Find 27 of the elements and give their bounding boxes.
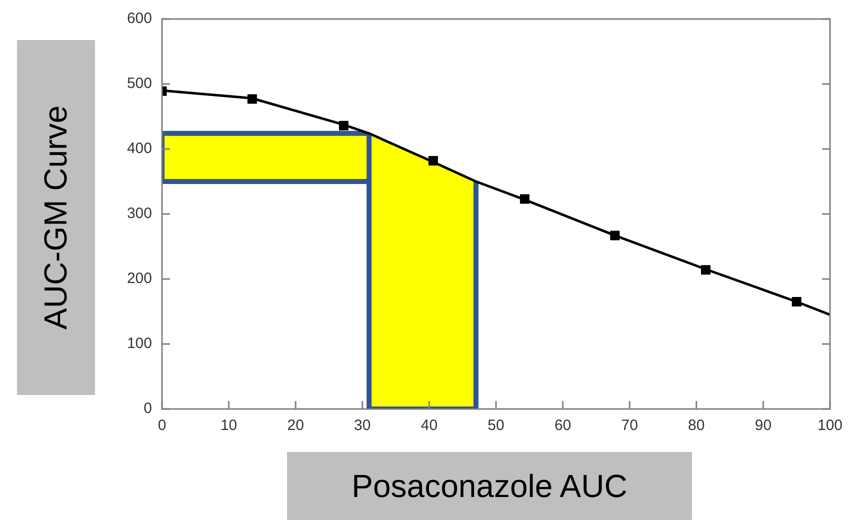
point xyxy=(701,265,710,275)
point xyxy=(428,156,438,166)
x-tick-label: 40 xyxy=(420,417,438,434)
y-tick-label: 100 xyxy=(126,335,152,352)
point xyxy=(520,194,530,204)
x-tick-label: 0 xyxy=(158,417,166,434)
x-tick-label: 30 xyxy=(354,417,371,434)
point xyxy=(792,297,802,306)
y-tick-label: 500 xyxy=(126,75,152,92)
x-tick-label: 70 xyxy=(621,417,638,434)
y-tick-label: 400 xyxy=(126,140,152,158)
x-tick-label: 10 xyxy=(220,417,238,434)
x-tick-label: 90 xyxy=(754,417,772,434)
x-axis-title: Posaconazole AUC xyxy=(287,452,692,520)
y-tick-label: 0 xyxy=(144,400,152,418)
y-axis-title: AUC-GM Curve xyxy=(38,105,74,330)
y-tick-label: 200 xyxy=(126,270,152,288)
x-tick-label: 50 xyxy=(488,417,504,434)
x-tick-label: 60 xyxy=(554,417,572,434)
x-tick-label: 100 xyxy=(817,417,843,434)
x-tick-label: 20 xyxy=(287,417,304,434)
point xyxy=(338,120,348,130)
point xyxy=(610,230,620,240)
point xyxy=(247,94,257,104)
x-tick-label: 80 xyxy=(688,417,705,434)
y-tick-label: 600 xyxy=(126,10,152,28)
y-tick-label: 300 xyxy=(126,205,152,222)
